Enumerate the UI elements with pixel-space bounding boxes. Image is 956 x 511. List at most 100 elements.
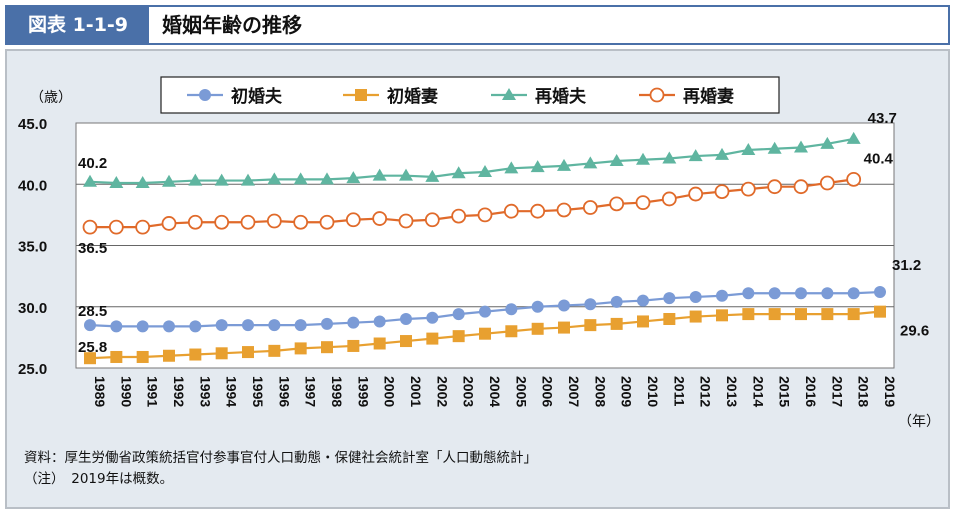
figure-number: 図表 1-1-9: [7, 7, 149, 43]
data-point: [136, 320, 149, 333]
data-point: [214, 173, 229, 186]
data-point: [294, 342, 307, 355]
data-point: [714, 184, 730, 200]
data-point: [610, 317, 623, 330]
x-tick-label: 2007: [566, 376, 582, 407]
x-tick-label: 1998: [329, 376, 345, 407]
data-point: [110, 320, 123, 333]
data-point: [584, 319, 597, 332]
data-point: [768, 287, 781, 300]
data-point: [108, 219, 124, 235]
data-point: [267, 172, 282, 185]
x-tick-label: 1989: [92, 376, 108, 407]
legend-label: 初婚夫: [231, 86, 283, 107]
data-point: [426, 311, 439, 324]
x-tick-label: 2008: [592, 376, 608, 407]
data-point: [452, 308, 465, 321]
data-point: [399, 168, 413, 181]
data-point: [426, 332, 439, 345]
data-point: [505, 303, 518, 316]
data-point: [794, 140, 808, 153]
data-point: [609, 196, 625, 212]
data-point: [558, 321, 570, 334]
data-point: [531, 300, 544, 313]
legend-marker: [355, 89, 367, 101]
data-label: 28.5: [78, 303, 107, 320]
data-point: [767, 141, 782, 154]
data-point: [293, 214, 309, 230]
figure-title: 婚姻年齢の推移: [162, 13, 302, 37]
y-tick-label: 35.0: [18, 239, 47, 256]
data-point: [188, 173, 203, 186]
legend-label: 再婚妻: [683, 86, 734, 107]
data-point: [530, 203, 546, 219]
data-point: [742, 287, 755, 300]
x-tick-label: 2011: [671, 376, 687, 407]
data-point: [189, 348, 202, 361]
data-point: [715, 147, 729, 160]
x-tick-label: 2006: [540, 376, 556, 407]
data-point: [373, 337, 386, 350]
data-point: [294, 319, 307, 332]
x-tick-label: 2002: [434, 376, 450, 407]
data-point: [321, 317, 333, 330]
data-point: [637, 294, 649, 307]
data-label: 40.2: [78, 155, 107, 172]
legend-marker: [649, 87, 665, 103]
data-point: [242, 346, 254, 359]
data-point: [347, 339, 360, 352]
legend-marker: [199, 89, 211, 101]
data-point: [135, 176, 150, 189]
x-tick-label: 1994: [224, 376, 240, 407]
data-point: [345, 212, 361, 228]
data-point: [373, 315, 386, 328]
x-tick-label: 1993: [197, 376, 213, 407]
data-point: [741, 142, 756, 155]
data-point: [321, 341, 333, 354]
data-point: [767, 179, 783, 195]
data-point: [161, 216, 177, 231]
data-point: [451, 166, 466, 179]
data-point: [583, 156, 598, 169]
data-label: 29.6: [900, 323, 929, 340]
data-point: [266, 213, 282, 229]
data-point: [663, 292, 676, 305]
data-point: [478, 165, 492, 177]
x-tick-label: 1999: [355, 376, 371, 407]
data-point: [505, 325, 518, 338]
data-point: [83, 174, 97, 187]
y-tick-label: 40.0: [18, 177, 47, 194]
x-tick-label: 2014: [750, 376, 766, 407]
data-point: [768, 308, 781, 321]
data-point: [372, 211, 388, 226]
x-tick-label: 2015: [777, 376, 793, 407]
data-point: [610, 295, 623, 308]
x-tick-label: 1990: [118, 376, 134, 407]
data-point: [477, 207, 493, 223]
data-point: [189, 320, 202, 333]
y-tick-label: 45.0: [18, 116, 47, 133]
data-point: [319, 214, 335, 230]
data-point: [689, 290, 702, 303]
x-tick-label: 2005: [513, 376, 529, 407]
y-tick-label: 30.0: [18, 300, 47, 317]
data-point: [241, 173, 255, 186]
data-point: [242, 319, 254, 332]
data-label: 36.5: [78, 240, 107, 257]
data-point: [635, 195, 651, 211]
x-axis-label: （年）: [898, 414, 940, 430]
data-point: [793, 179, 809, 195]
data-point: [268, 319, 281, 332]
x-tick-label: 2000: [382, 376, 398, 407]
data-point: [556, 202, 572, 218]
data-point: [846, 171, 862, 187]
x-tick-label: 2013: [724, 376, 740, 407]
data-point: [504, 161, 519, 174]
data-point: [636, 152, 650, 165]
legend-marker: [502, 88, 516, 100]
data-point: [847, 287, 860, 300]
data-point: [582, 200, 598, 215]
data-point: [163, 349, 175, 362]
data-point: [215, 319, 228, 332]
